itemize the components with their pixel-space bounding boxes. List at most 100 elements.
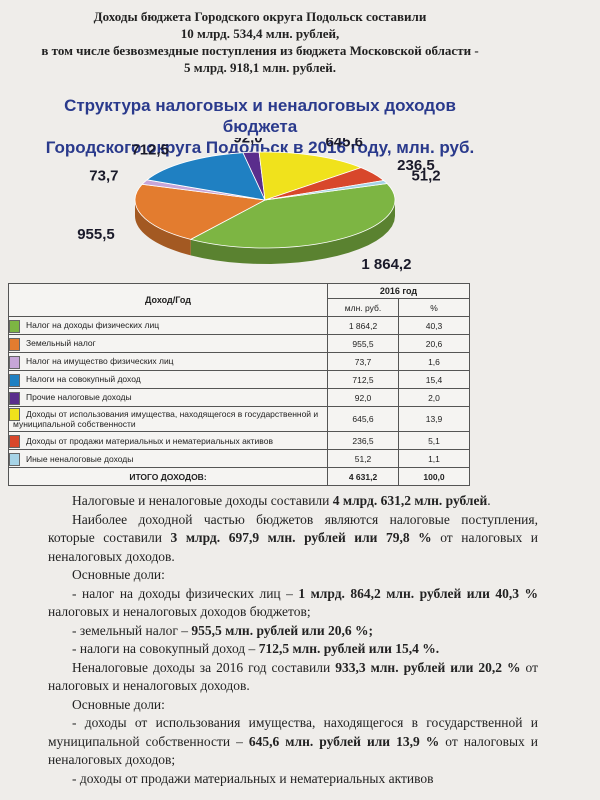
- bold-text: 1 млрд. 864,2 млн. рублей или 40,3 %: [298, 585, 538, 601]
- name-cell: Земельный налог: [8, 334, 328, 353]
- subheader-cell: %: [398, 298, 470, 317]
- table-row: Налоги на совокупный доход 712,5 15,4: [8, 370, 470, 389]
- text: - земельный налог –: [72, 622, 192, 638]
- color-swatch: [9, 355, 20, 369]
- row-name: Земельный налог: [26, 338, 96, 349]
- name-cell: Налог на имущество физических лиц: [8, 352, 328, 371]
- name-cell: Доходы от использования имущества, наход…: [8, 405, 328, 433]
- text: .: [487, 493, 491, 508]
- percent-cell: 40,3: [398, 316, 470, 335]
- text: - доходы от продажи материальных и немат…: [72, 770, 434, 786]
- amount-cell: 92,0: [327, 388, 399, 407]
- paragraph: Налоговые и неналоговые доходы составили…: [48, 492, 538, 511]
- slice-label: 92,0: [233, 138, 262, 146]
- slice-side: [190, 200, 395, 264]
- total-amount: 4 631,2: [327, 467, 399, 487]
- name-cell: Прочие налоговые доходы: [8, 388, 328, 407]
- pie-chart: 1 864,2 955,5 73,7 712,5 92,0 645,6 236,551,2: [77, 138, 440, 273]
- table-row: Прочие налоговые доходы 92,0 2,0: [8, 388, 470, 407]
- header-line: 10 млрд. 534,4 млн. рублей,: [180, 26, 340, 41]
- color-swatch: [9, 337, 20, 351]
- paragraph: - земельный налог – 955,5 млн. рублей ил…: [48, 622, 538, 641]
- header-cell: Доход/Год: [8, 283, 328, 317]
- color-swatch: [9, 434, 20, 448]
- slice: [258, 151, 363, 201]
- amount-cell: 955,5: [327, 334, 399, 353]
- percent-cell: 2,0: [398, 388, 470, 407]
- percent-cell: 13,9: [398, 405, 470, 433]
- table-row: Земельный налог 955,5 20,6: [8, 334, 470, 353]
- slice-label: 73,7: [89, 168, 118, 185]
- bold-text: 955,5 млн. рублей или 20,6 %;: [191, 622, 373, 638]
- paragraph: - налог на доходы физических лиц – 1 млр…: [48, 585, 538, 622]
- row-name: Прочие налоговые доходы: [26, 392, 132, 403]
- income-table: Доход/Год 2016 год млн. руб.% Налог на до…: [8, 283, 470, 487]
- slice-side: [135, 200, 191, 256]
- header-line: Доходы бюджета Городского округа Подольс…: [93, 9, 427, 24]
- table-body: Налог на доходы физических лиц 1 864,2 40,…: [8, 316, 470, 487]
- bold-text: 4 млрд. 631,2 млн. рублей: [332, 493, 488, 508]
- text: от налоговых и неналоговых доходов;: [48, 733, 539, 768]
- paragraph: - доходы от использования имущества, нах…: [48, 714, 538, 770]
- slice-label: 51,2: [411, 168, 440, 185]
- text: - налог на доходы физических лиц –: [72, 585, 299, 601]
- name-cell: Налог на доходы физических лиц: [8, 316, 328, 335]
- header-cell: 2016 год: [327, 283, 470, 299]
- row-name: Доходы от продажи материальных и нематер…: [26, 435, 273, 446]
- header: Доходы бюджета Городского округа Подольс…: [40, 8, 480, 76]
- color-swatch: [9, 452, 20, 466]
- color-swatch: [9, 319, 20, 333]
- bold-text: 645,6 млн. рублей или 13,9 %: [248, 733, 440, 749]
- slice-label: 955,5: [77, 226, 115, 243]
- percent-cell: 15,4: [398, 370, 470, 389]
- chart-title: Структура налоговых и неналоговых доходо…: [25, 95, 495, 158]
- text: Неналоговые доходы за 2016 год составили: [72, 659, 336, 675]
- text: Налоговые и неналоговые доходы составили: [72, 493, 333, 508]
- text: - доходы от использования имущества, нах…: [48, 715, 538, 749]
- row-name: Налог на имущество физических лиц: [26, 356, 174, 367]
- paragraph: Наиболее доходной частью бюджетов являют…: [48, 511, 538, 567]
- slice: [146, 152, 266, 201]
- slice: [134, 183, 267, 240]
- total-percent: 100,0: [398, 467, 470, 487]
- table-row: Доходы от продажи материальных и нематер…: [8, 431, 470, 451]
- slice-label: 1 864,2: [361, 256, 411, 273]
- amount-cell: 1 864,2: [327, 316, 399, 335]
- body-text: Налоговые и неналоговые доходы составили…: [48, 492, 538, 788]
- row-name: Налоги на совокупный доход: [26, 374, 141, 385]
- slice-label: 645,6: [325, 138, 363, 151]
- slice: [189, 183, 396, 249]
- amount-cell: 712,5: [327, 370, 399, 389]
- header-line: в том числе безвозмездные поступления из…: [41, 43, 479, 58]
- percent-cell: 5,1: [398, 431, 470, 451]
- header-line: 5 млрд. 918,1 млн. рублей.: [183, 60, 337, 75]
- table-row: Налог на доходы физических лиц 1 864,2 40,…: [8, 316, 470, 335]
- slice: [264, 180, 388, 201]
- row-name: Доходы от использования имущества, наход…: [13, 409, 319, 430]
- text: Основные доли:: [72, 696, 165, 712]
- name-cell: Налоги на совокупный доход: [8, 370, 328, 389]
- row-name: Иные неналоговые доходы: [26, 453, 134, 464]
- text: налоговых и неналоговых доходов бюджетов…: [48, 604, 311, 619]
- paragraph: Неналоговые доходы за 2016 год составили…: [48, 659, 538, 696]
- name-cell: Иные неналоговые доходы: [8, 449, 328, 469]
- amount-cell: 236,5: [327, 431, 399, 451]
- amount-cell: 645,6: [327, 405, 399, 433]
- text: от налоговых и неналоговых доходов.: [48, 530, 538, 564]
- subheader-cell: млн. руб.: [327, 298, 399, 317]
- amount-cell: 73,7: [327, 352, 399, 371]
- text: Наиболее доходной частью бюджетов являют…: [48, 511, 538, 546]
- row-name: Налог на доходы физических лиц: [26, 320, 160, 331]
- chart-title-line: Городского округа Подольск в 2016 году, …: [45, 138, 475, 157]
- percent-cell: 1,1: [398, 449, 470, 469]
- chart-title-line: Структура налоговых и неналоговых доходо…: [64, 96, 456, 136]
- table-row: Налог на имущество физических лиц 73,7 1,6: [8, 352, 470, 371]
- color-swatch: [9, 373, 20, 387]
- text: Основные доли:: [72, 567, 165, 582]
- paragraph: - налоги на совокупный доход – 712,5 млн…: [48, 640, 538, 659]
- total-row: ИТОГО ДОХОДОВ: 4 631,2 100,0: [8, 467, 470, 487]
- slice-label: 236,5: [397, 157, 435, 174]
- slice-label: 712,5: [131, 142, 169, 159]
- text: от налоговых и неналоговых доходов.: [48, 659, 538, 694]
